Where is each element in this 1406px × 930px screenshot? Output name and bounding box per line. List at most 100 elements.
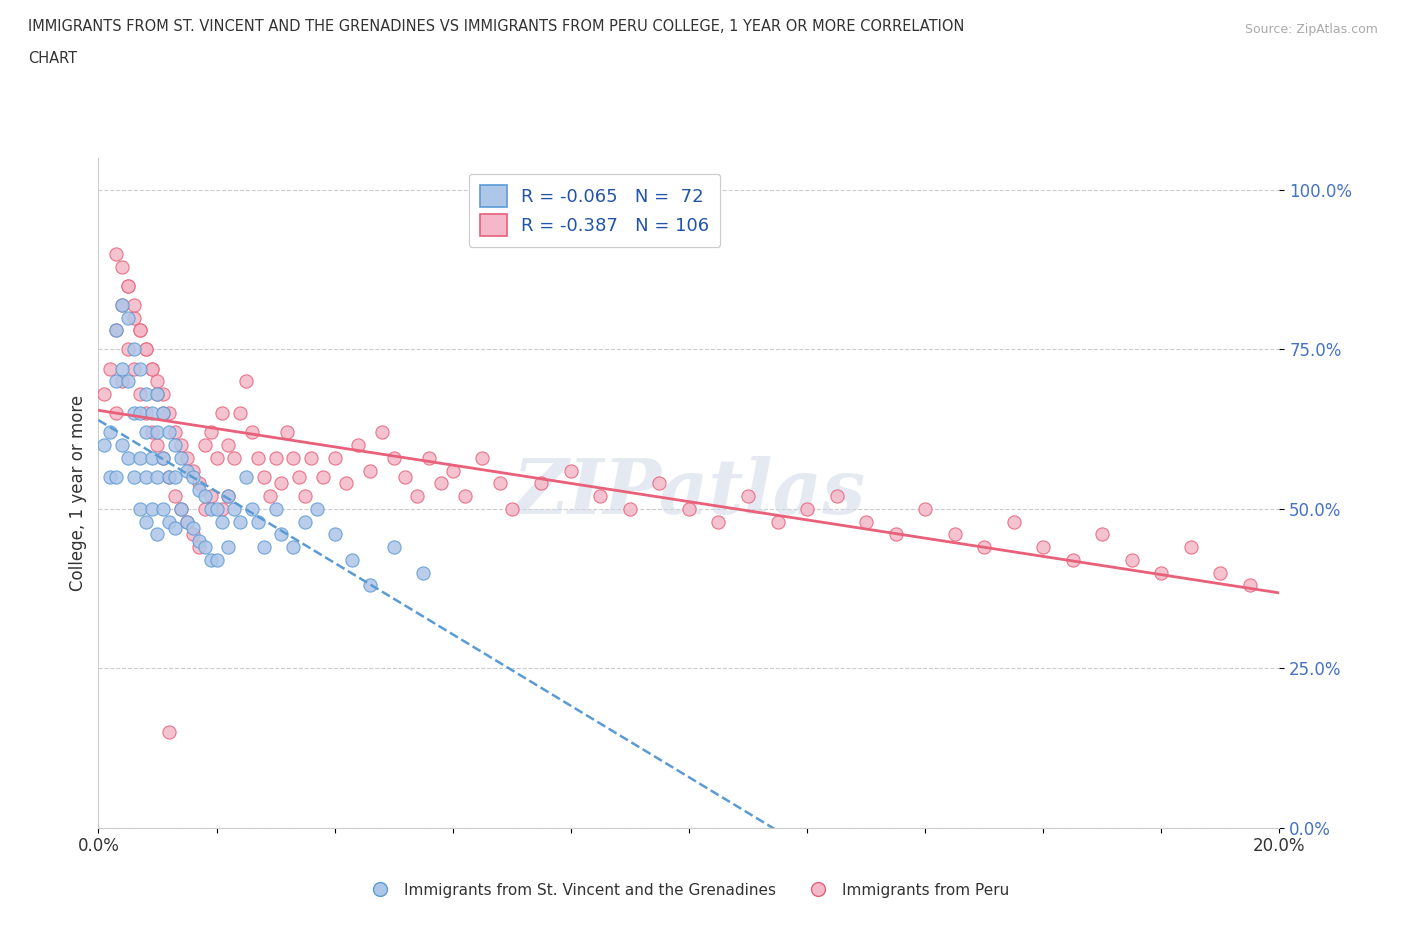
Point xyxy=(253,539,276,554)
Point xyxy=(128,405,150,420)
Point xyxy=(122,342,145,357)
Point xyxy=(117,310,139,325)
Point xyxy=(430,476,453,491)
Point xyxy=(342,552,364,567)
Point xyxy=(359,463,381,478)
Point xyxy=(217,488,239,503)
Y-axis label: College, 1 year or more: College, 1 year or more xyxy=(69,395,87,591)
Point xyxy=(678,501,700,516)
Point xyxy=(111,438,134,453)
Point xyxy=(135,470,157,485)
Point xyxy=(128,387,150,402)
Point xyxy=(737,488,759,503)
Point xyxy=(122,298,145,312)
Legend: R = -0.065   N =  72, R = -0.387   N = 106: R = -0.065 N = 72, R = -0.387 N = 106 xyxy=(468,174,720,246)
Point xyxy=(418,450,440,465)
Point xyxy=(187,483,209,498)
Point xyxy=(259,488,281,503)
Point xyxy=(141,450,163,465)
Point xyxy=(253,470,276,485)
Point xyxy=(98,361,121,376)
Point xyxy=(194,539,217,554)
Text: Source: ZipAtlas.com: Source: ZipAtlas.com xyxy=(1244,23,1378,36)
Point xyxy=(135,405,157,420)
Point xyxy=(146,387,169,402)
Point xyxy=(200,425,222,440)
Point xyxy=(128,323,150,338)
Point xyxy=(146,438,169,453)
Point xyxy=(1032,539,1054,554)
Text: CHART: CHART xyxy=(28,51,77,66)
Point xyxy=(152,405,174,420)
Point xyxy=(283,539,305,554)
Point xyxy=(152,450,174,465)
Point xyxy=(235,374,257,389)
Point xyxy=(117,450,139,465)
Point xyxy=(135,425,157,440)
Point xyxy=(176,514,198,529)
Point xyxy=(111,298,134,312)
Point xyxy=(122,361,145,376)
Point xyxy=(194,501,217,516)
Point xyxy=(152,405,174,420)
Point xyxy=(157,425,180,440)
Point xyxy=(146,470,169,485)
Point xyxy=(276,425,298,440)
Point xyxy=(305,501,328,516)
Point xyxy=(229,514,252,529)
Point xyxy=(217,438,239,453)
Point xyxy=(122,310,145,325)
Point xyxy=(105,323,128,338)
Point xyxy=(224,450,246,465)
Point xyxy=(135,342,157,357)
Point xyxy=(187,533,209,548)
Point xyxy=(170,501,193,516)
Point xyxy=(560,463,582,478)
Point xyxy=(246,514,269,529)
Point xyxy=(157,405,180,420)
Point xyxy=(111,361,134,376)
Point xyxy=(165,521,187,536)
Point xyxy=(270,476,292,491)
Point xyxy=(176,463,198,478)
Point xyxy=(211,514,233,529)
Point xyxy=(884,527,907,542)
Point xyxy=(347,438,370,453)
Point xyxy=(707,514,730,529)
Point xyxy=(294,488,316,503)
Point xyxy=(359,578,381,592)
Point xyxy=(501,501,523,516)
Point xyxy=(157,514,180,529)
Point xyxy=(394,470,416,485)
Point xyxy=(157,470,180,485)
Point xyxy=(135,514,157,529)
Point xyxy=(323,450,346,465)
Point xyxy=(98,425,121,440)
Point xyxy=(382,450,405,465)
Text: ZIPatlas: ZIPatlas xyxy=(512,456,866,530)
Point xyxy=(217,488,239,503)
Point xyxy=(973,539,995,554)
Point xyxy=(146,374,169,389)
Point xyxy=(105,323,128,338)
Point xyxy=(122,470,145,485)
Point xyxy=(111,374,134,389)
Point xyxy=(1121,552,1143,567)
Point xyxy=(105,374,128,389)
Point xyxy=(412,565,434,580)
Point xyxy=(93,387,115,402)
Point xyxy=(141,361,163,376)
Point xyxy=(170,438,193,453)
Point xyxy=(128,361,150,376)
Point xyxy=(105,470,128,485)
Point xyxy=(194,438,217,453)
Point xyxy=(181,521,204,536)
Point xyxy=(371,425,394,440)
Point xyxy=(323,527,346,542)
Point xyxy=(489,476,512,491)
Point xyxy=(200,501,222,516)
Point xyxy=(128,450,150,465)
Point xyxy=(589,488,612,503)
Point xyxy=(453,488,475,503)
Point xyxy=(914,501,936,516)
